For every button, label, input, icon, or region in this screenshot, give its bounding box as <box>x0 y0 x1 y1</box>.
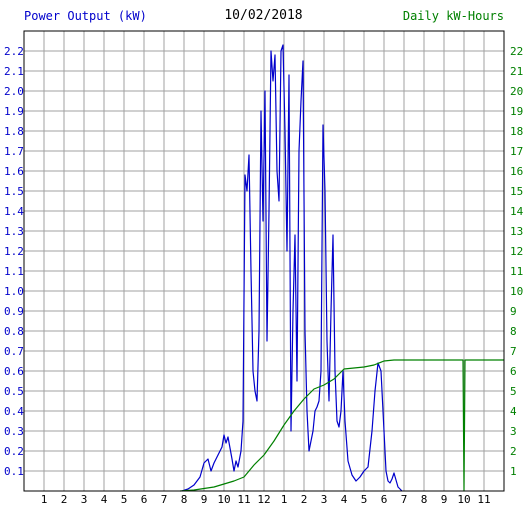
left-tick-label: 1.2 <box>4 245 24 258</box>
x-tick-label: 4 <box>341 493 348 506</box>
x-tick-label: 10 <box>457 493 470 506</box>
x-tick-label: 9 <box>201 493 208 506</box>
right-tick-label: 21 <box>510 65 523 78</box>
x-tick-label: 3 <box>81 493 88 506</box>
right-tick-label: 6 <box>510 365 517 378</box>
left-tick-label: 1.5 <box>4 185 24 198</box>
left-tick-label: 1.3 <box>4 225 24 238</box>
right-tick-label: 3 <box>510 425 517 438</box>
left-tick-label: 0.4 <box>4 405 24 418</box>
right-tick-label: 14 <box>510 205 524 218</box>
x-tick-label: 2 <box>301 493 308 506</box>
right-tick-label: 19 <box>510 105 523 118</box>
x-tick-label: 4 <box>101 493 108 506</box>
left-tick-label: 0.6 <box>4 365 24 378</box>
right-tick-label: 13 <box>510 225 523 238</box>
x-tick-label: 1 <box>281 493 288 506</box>
left-tick-label: 0.7 <box>4 345 24 358</box>
left-tick-label: 1.0 <box>4 285 24 298</box>
right-tick-label: 17 <box>510 145 523 158</box>
x-tick-label: 7 <box>161 493 168 506</box>
x-tick-label: 6 <box>381 493 388 506</box>
x-tick-label: 8 <box>181 493 188 506</box>
right-tick-label: 1 <box>510 465 517 478</box>
x-tick-label: 7 <box>401 493 408 506</box>
x-tick-label: 2 <box>61 493 68 506</box>
x-tick-label: 5 <box>121 493 128 506</box>
power-output-series-line <box>181 44 403 492</box>
x-tick-label: 1 <box>41 493 48 506</box>
right-axis-title: Daily kW-Hours <box>402 9 504 23</box>
x-tick-label: 11 <box>477 493 490 506</box>
right-tick-label: 7 <box>510 345 517 358</box>
right-tick-label: 12 <box>510 245 523 258</box>
x-tick-label: 12 <box>257 493 270 506</box>
right-tick-label: 22 <box>510 45 523 58</box>
right-tick-label: 4 <box>510 405 517 418</box>
left-tick-label: 1.9 <box>4 105 24 118</box>
left-tick-label: 0.1 <box>4 465 24 478</box>
left-axis-title: Power Output (kW) <box>24 9 147 23</box>
right-tick-label: 15 <box>510 185 523 198</box>
x-tick-label: 5 <box>361 493 368 506</box>
x-axis-ticks: 1 2 3 4 5 6 7 8 9 10 11 12 1 2 3 4 5 6 7 8 9 10 11 <box>41 493 491 506</box>
x-tick-label: 11 <box>237 493 250 506</box>
right-tick-label: 9 <box>510 305 517 318</box>
right-tick-label: 2 <box>510 445 517 458</box>
left-tick-label: 0.5 <box>4 385 24 398</box>
left-tick-label: 1.8 <box>4 125 24 138</box>
left-tick-label: 1.1 <box>4 265 24 278</box>
right-tick-label: 18 <box>510 125 523 138</box>
left-tick-label: 2.0 <box>4 85 24 98</box>
grid <box>24 31 504 491</box>
x-tick-label: 8 <box>421 493 428 506</box>
x-tick-label: 9 <box>441 493 448 506</box>
right-tick-label: 20 <box>510 85 523 98</box>
left-tick-label: 0.2 <box>4 445 24 458</box>
left-tick-label: 2.1 <box>4 65 24 78</box>
left-tick-label: 1.7 <box>4 145 24 158</box>
daily-kwh-series-line <box>179 359 504 492</box>
left-tick-label: 0.9 <box>4 305 24 318</box>
chart-date-title: 10/02/2018 <box>224 8 303 23</box>
left-tick-label: 1.4 <box>4 205 24 218</box>
right-tick-label: 8 <box>510 325 517 338</box>
right-tick-label: 5 <box>510 385 517 398</box>
left-tick-label: 1.6 <box>4 165 24 178</box>
left-tick-label: 2.2 <box>4 45 24 58</box>
series-layer <box>179 44 504 492</box>
x-tick-label: 3 <box>321 493 328 506</box>
left-tick-label: 0.8 <box>4 325 24 338</box>
left-axis-ticks: 0.1 0.2 0.3 0.4 0.5 0.6 0.7 0.8 0.9 1.0 1.1 1.2 1.3 1… <box>4 45 24 478</box>
x-tick-label: 10 <box>217 493 230 506</box>
right-tick-label: 16 <box>510 165 523 178</box>
left-tick-label: 0.3 <box>4 425 24 438</box>
x-tick-label: 6 <box>141 493 148 506</box>
right-tick-label: 11 <box>510 265 523 278</box>
plot-frame <box>23 30 505 492</box>
right-tick-label: 10 <box>510 285 523 298</box>
